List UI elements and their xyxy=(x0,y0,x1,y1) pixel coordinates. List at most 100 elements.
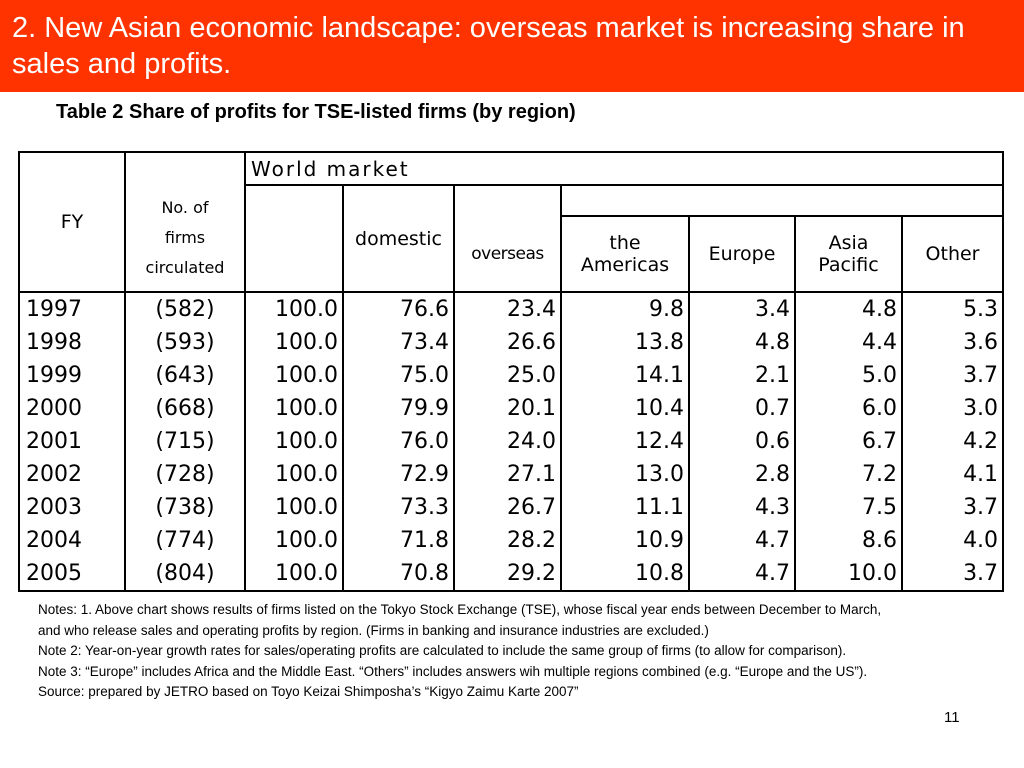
cell-world: 100.0 xyxy=(244,359,344,392)
table-row: 2005 (804) 100.0 70.8 29.2 10.8 4.7 10.0 3.7 xyxy=(18,557,1005,592)
cell-americas: 11.1 xyxy=(560,491,690,524)
table-row: 2000 (668) 100.0 79.9 20.1 10.4 0.7 6.0 3.0 xyxy=(18,392,1005,425)
cell-world: 100.0 xyxy=(244,291,344,326)
cell-asia-pacific: 4.4 xyxy=(794,326,903,359)
cell-world: 100.0 xyxy=(244,491,344,524)
header-region-span xyxy=(561,185,1005,217)
cell-other: 3.0 xyxy=(900,392,1005,425)
cell-domestic: 76.6 xyxy=(342,291,455,326)
cell-domestic: 79.9 xyxy=(342,392,455,425)
cell-europe: 4.7 xyxy=(688,524,796,557)
cell-other: 3.7 xyxy=(900,359,1005,392)
table-row: 2003 (738) 100.0 73.3 26.7 11.1 4.3 7.5 3.7 xyxy=(18,491,1005,524)
header-asia-pacific: Asia Pacific xyxy=(795,216,903,292)
note-1: Notes: 1. Above chart shows results of f… xyxy=(38,602,882,638)
cell-other: 3.6 xyxy=(900,326,1005,359)
cell-fy: 2000 xyxy=(18,392,126,425)
table-row: 1998 (593) 100.0 73.4 26.6 13.8 4.8 4.4 3.6 xyxy=(18,326,1005,359)
cell-europe: 0.6 xyxy=(688,425,796,458)
cell-fy: 2005 xyxy=(18,557,126,592)
title-banner: 2. New Asian economic landscape: oversea… xyxy=(0,0,1024,92)
cell-asia-pacific: 6.0 xyxy=(794,392,903,425)
cell-world: 100.0 xyxy=(244,425,344,458)
cell-europe: 0.7 xyxy=(688,392,796,425)
header-spacer xyxy=(125,151,245,185)
cell-europe: 4.7 xyxy=(688,557,796,592)
header-fy: FY xyxy=(18,151,126,293)
cell-asia-pacific: 7.5 xyxy=(794,491,903,524)
cell-world: 100.0 xyxy=(244,524,344,557)
cell-americas: 12.4 xyxy=(560,425,690,458)
cell-fy: 1999 xyxy=(18,359,126,392)
header-total-blank xyxy=(245,185,344,292)
cell-overseas: 28.2 xyxy=(453,524,562,557)
cell-asia-pacific: 4.8 xyxy=(794,291,903,326)
cell-other: 5.3 xyxy=(900,291,1005,326)
cell-overseas: 29.2 xyxy=(453,557,562,592)
cell-asia-pacific: 6.7 xyxy=(794,425,903,458)
cell-domestic: 71.8 xyxy=(342,524,455,557)
cell-fy: 2002 xyxy=(18,458,126,491)
cell-domestic: 76.0 xyxy=(342,425,455,458)
cell-firms: (738) xyxy=(124,491,246,524)
cell-firms: (774) xyxy=(124,524,246,557)
header-overseas: overseas xyxy=(454,216,562,292)
header-overseas-top xyxy=(454,185,562,216)
page-number: 11 xyxy=(944,709,960,726)
cell-firms: (804) xyxy=(124,557,246,592)
cell-world: 100.0 xyxy=(244,458,344,491)
cell-americas: 13.0 xyxy=(560,458,690,491)
note-3: Note 3: “Europe” includes Africa and the… xyxy=(38,663,868,679)
cell-asia-pacific: 10.0 xyxy=(794,557,903,592)
header-firms-circulated: No. of firms circulated xyxy=(124,185,246,292)
cell-domestic: 70.8 xyxy=(342,557,455,592)
table-row: 2001 (715) 100.0 76.0 24.0 12.4 0.6 6.7 4.2 xyxy=(18,425,1005,458)
cell-firms: (668) xyxy=(124,392,246,425)
cell-europe: 3.4 xyxy=(688,291,796,326)
cell-americas: 13.8 xyxy=(560,326,690,359)
cell-overseas: 26.7 xyxy=(453,491,562,524)
cell-europe: 2.8 xyxy=(688,458,796,491)
cell-europe: 2.1 xyxy=(688,359,796,392)
cell-americas: 10.9 xyxy=(560,524,690,557)
cell-americas: 9.8 xyxy=(560,291,690,326)
cell-domestic: 73.3 xyxy=(342,491,455,524)
table-row: 1999 (643) 100.0 75.0 25.0 14.1 2.1 5.0 3.7 xyxy=(18,359,1005,392)
cell-americas: 10.8 xyxy=(560,557,690,592)
table-caption: Table 2 Share of profits for TSE-listed … xyxy=(56,101,576,123)
cell-world: 100.0 xyxy=(244,326,344,359)
table-row: 2004 (774) 100.0 71.8 28.2 10.9 4.7 8.6 4.0 xyxy=(18,524,1005,557)
cell-overseas: 24.0 xyxy=(453,425,562,458)
cell-other: 3.7 xyxy=(900,491,1005,524)
cell-other: 4.0 xyxy=(900,524,1005,557)
header-domestic: domestic xyxy=(343,185,455,292)
cell-fy: 2003 xyxy=(18,491,126,524)
cell-other: 4.1 xyxy=(900,458,1005,491)
notes-section: Notes: 1. Above chart shows results of f… xyxy=(38,600,898,703)
cell-world: 100.0 xyxy=(244,557,344,592)
header-europe: Europe xyxy=(689,216,796,292)
cell-firms: (715) xyxy=(124,425,246,458)
cell-firms: (593) xyxy=(124,326,246,359)
cell-asia-pacific: 5.0 xyxy=(794,359,903,392)
cell-domestic: 73.4 xyxy=(342,326,455,359)
cell-fy: 2004 xyxy=(18,524,126,557)
cell-overseas: 25.0 xyxy=(453,359,562,392)
cell-overseas: 23.4 xyxy=(453,291,562,326)
cell-firms: (582) xyxy=(124,291,246,326)
cell-americas: 10.4 xyxy=(560,392,690,425)
header-other: Other xyxy=(902,216,1005,292)
cell-asia-pacific: 8.6 xyxy=(794,524,903,557)
cell-overseas: 27.1 xyxy=(453,458,562,491)
cell-americas: 14.1 xyxy=(560,359,690,392)
table-row: 2002 (728) 100.0 72.9 27.1 13.0 2.8 7.2 4.1 xyxy=(18,458,1005,491)
table-body: 1997 (582) 100.0 76.6 23.4 9.8 3.4 4.8 5.3 1998 (5… xyxy=(18,291,1005,592)
profit-share-table: FY World market No. of firms circulated … xyxy=(18,151,1005,592)
table-row: 1997 (582) 100.0 76.6 23.4 9.8 3.4 4.8 5.3 xyxy=(18,291,1005,326)
header-americas: the Americas xyxy=(561,216,690,292)
note-2: Note 2: Year-on-year growth rates for sa… xyxy=(38,643,847,658)
cell-overseas: 26.6 xyxy=(453,326,562,359)
cell-europe: 4.3 xyxy=(688,491,796,524)
cell-overseas: 20.1 xyxy=(453,392,562,425)
cell-firms: (643) xyxy=(124,359,246,392)
